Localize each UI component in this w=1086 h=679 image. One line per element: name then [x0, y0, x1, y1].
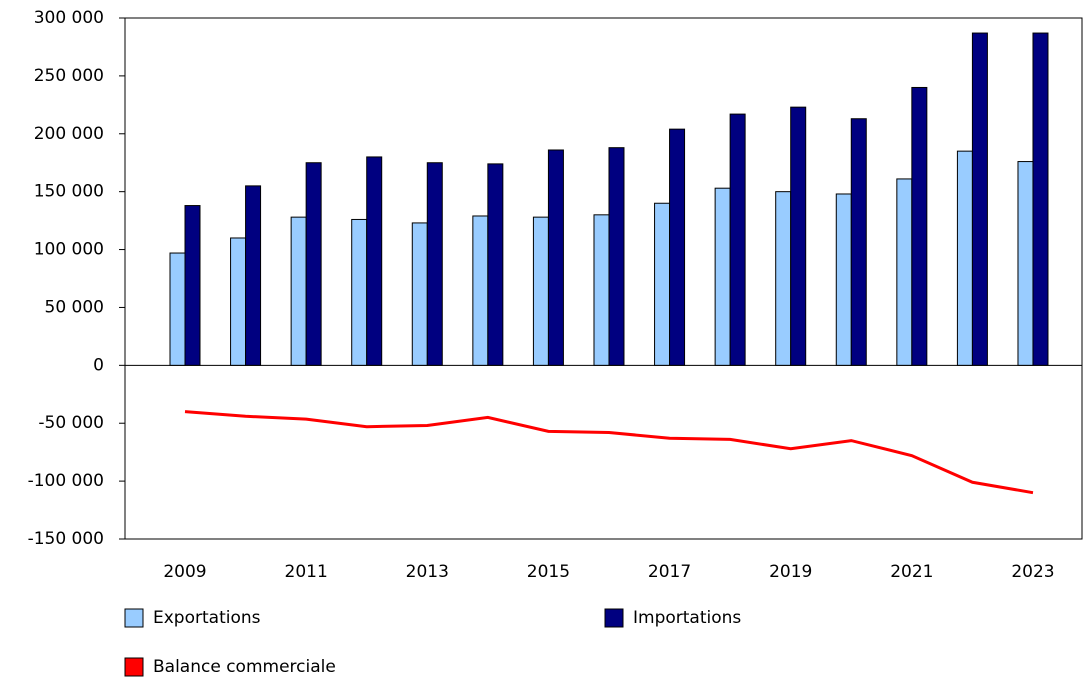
- bar: [245, 185, 262, 366]
- line-series: [184, 410, 1034, 495]
- bar: [896, 178, 913, 366]
- bar: [411, 222, 428, 366]
- y-tick-label: -150 000: [28, 529, 104, 549]
- legend-label: Balance commerciale: [153, 657, 336, 677]
- bar: [729, 113, 746, 366]
- y-tick-label: 200 000: [34, 124, 104, 144]
- bar: [230, 237, 247, 366]
- bar: [426, 162, 443, 366]
- bar: [184, 205, 201, 366]
- x-tick-label: 2023: [1011, 562, 1054, 582]
- y-tick-label: 0: [93, 355, 104, 375]
- bar: [593, 214, 610, 366]
- x-tick-label: 2013: [406, 562, 449, 582]
- bar: [956, 150, 973, 366]
- bar: [366, 156, 383, 366]
- legend-swatch: [124, 608, 144, 628]
- bar: [169, 252, 186, 366]
- legend-swatch: [124, 657, 144, 677]
- bar: [971, 32, 988, 366]
- y-tick-label: -100 000: [28, 471, 104, 491]
- y-tick-label: 100 000: [34, 240, 104, 260]
- bar: [1032, 32, 1049, 366]
- bar: [290, 216, 307, 366]
- bar: [472, 215, 489, 366]
- x-tick-label: 2017: [648, 562, 691, 582]
- legend-label: Importations: [633, 608, 741, 628]
- bar: [669, 128, 686, 366]
- legend-label: Exportations: [153, 608, 261, 628]
- bar: [654, 202, 671, 366]
- x-tick-label: 2011: [285, 562, 328, 582]
- legend-swatch: [604, 608, 624, 628]
- bar: [351, 218, 368, 366]
- x-tick-label: 2009: [163, 562, 206, 582]
- bar: [532, 216, 549, 366]
- bar: [775, 191, 792, 366]
- bar: [305, 162, 322, 366]
- x-tick-label: 2015: [527, 562, 570, 582]
- y-tick-label: 250 000: [34, 66, 104, 86]
- x-tick-label: 2021: [890, 562, 933, 582]
- plot-frame: [124, 17, 1083, 540]
- bar: [790, 106, 807, 366]
- bar: [1017, 161, 1034, 366]
- y-tick-label: 50 000: [45, 297, 104, 317]
- bar: [835, 193, 852, 366]
- bar: [487, 163, 504, 366]
- x-tick-label: 2019: [769, 562, 812, 582]
- y-tick-label: 150 000: [34, 182, 104, 202]
- y-tick-label: -50 000: [38, 413, 104, 433]
- y-tick-label: 300 000: [34, 8, 104, 28]
- bar: [714, 187, 731, 366]
- bar: [608, 147, 625, 366]
- bar: [547, 149, 564, 366]
- bar: [850, 118, 867, 366]
- bar: [911, 86, 928, 366]
